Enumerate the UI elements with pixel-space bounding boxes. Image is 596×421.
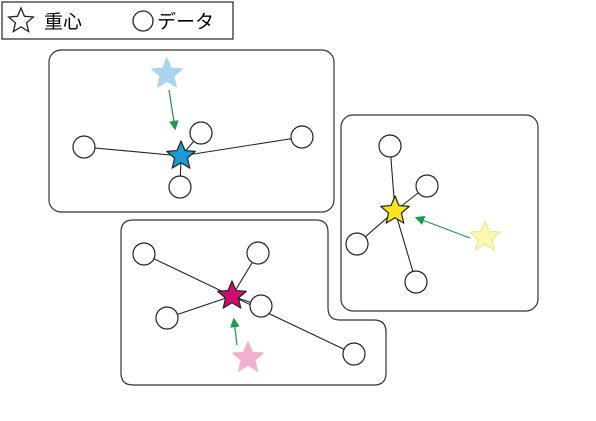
- centroid-star: [166, 140, 196, 169]
- data-point: [404, 270, 428, 294]
- circle-outline-icon: [132, 10, 154, 32]
- data-point: [378, 134, 402, 158]
- cluster-region-magenta: [120, 219, 387, 386]
- legend-centroid-label: 重心: [44, 11, 82, 33]
- data-point: [345, 232, 369, 256]
- data-point: [290, 125, 314, 149]
- link-line: [180, 136, 303, 157]
- cluster-region-yellow: [340, 114, 539, 312]
- cluster-blue: [72, 57, 314, 199]
- cluster-magenta: [132, 241, 366, 372]
- cluster-yellow: [345, 134, 501, 294]
- data-point: [168, 175, 192, 199]
- previous-centroid-star: [232, 341, 264, 372]
- data-point: [415, 174, 439, 198]
- data-point: [246, 241, 270, 265]
- cluster-region-blue: [48, 49, 335, 213]
- link-line: [394, 210, 417, 283]
- data-point: [72, 135, 96, 159]
- link-line: [143, 253, 233, 297]
- previous-centroid-star: [469, 220, 501, 251]
- data-point: [155, 306, 179, 330]
- previous-centroid-star: [151, 57, 183, 88]
- centroid-move-arrow: [168, 89, 179, 131]
- data-point: [132, 242, 156, 266]
- legend-box: [1, 1, 234, 40]
- data-point: [189, 121, 213, 145]
- centroid-move-arrow: [414, 216, 471, 239]
- legend-data-label: データ: [157, 11, 214, 33]
- legend: 重心 データ: [1, 1, 234, 40]
- data-point: [249, 294, 273, 318]
- star-outline-icon: [7, 6, 35, 33]
- link-line: [83, 146, 182, 157]
- centroid-star: [217, 280, 247, 309]
- centroid-star: [380, 195, 410, 224]
- data-point: [342, 342, 366, 366]
- centroid-move-arrow: [230, 317, 240, 346]
